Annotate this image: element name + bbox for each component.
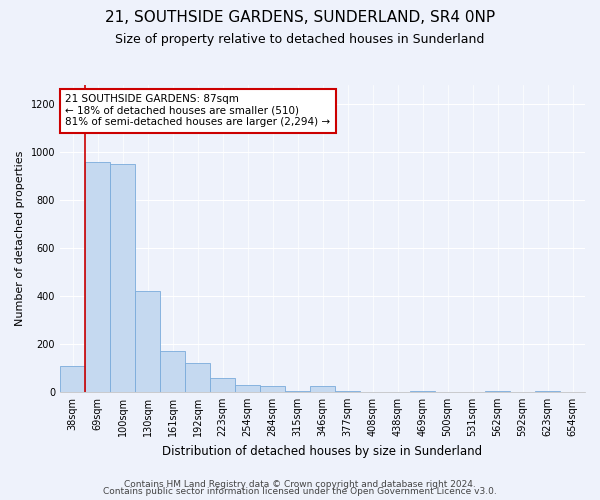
Bar [285, 390, 310, 392]
Bar [485, 390, 510, 392]
Bar [110, 164, 135, 392]
Bar [60, 366, 85, 392]
Y-axis label: Number of detached properties: Number of detached properties [15, 151, 25, 326]
Bar [210, 378, 235, 392]
Text: Contains HM Land Registry data © Crown copyright and database right 2024.: Contains HM Land Registry data © Crown c… [124, 480, 476, 489]
Text: Contains public sector information licensed under the Open Government Licence v3: Contains public sector information licen… [103, 487, 497, 496]
Bar [85, 162, 110, 392]
X-axis label: Distribution of detached houses by size in Sunderland: Distribution of detached houses by size … [163, 444, 482, 458]
Bar [160, 351, 185, 392]
Bar [185, 363, 210, 392]
Bar [335, 390, 360, 392]
Text: 21 SOUTHSIDE GARDENS: 87sqm
← 18% of detached houses are smaller (510)
81% of se: 21 SOUTHSIDE GARDENS: 87sqm ← 18% of det… [65, 94, 331, 128]
Text: 21, SOUTHSIDE GARDENS, SUNDERLAND, SR4 0NP: 21, SOUTHSIDE GARDENS, SUNDERLAND, SR4 0… [105, 10, 495, 25]
Bar [260, 386, 285, 392]
Bar [535, 390, 560, 392]
Text: Size of property relative to detached houses in Sunderland: Size of property relative to detached ho… [115, 32, 485, 46]
Bar [410, 390, 435, 392]
Bar [310, 386, 335, 392]
Bar [135, 291, 160, 392]
Bar [235, 385, 260, 392]
